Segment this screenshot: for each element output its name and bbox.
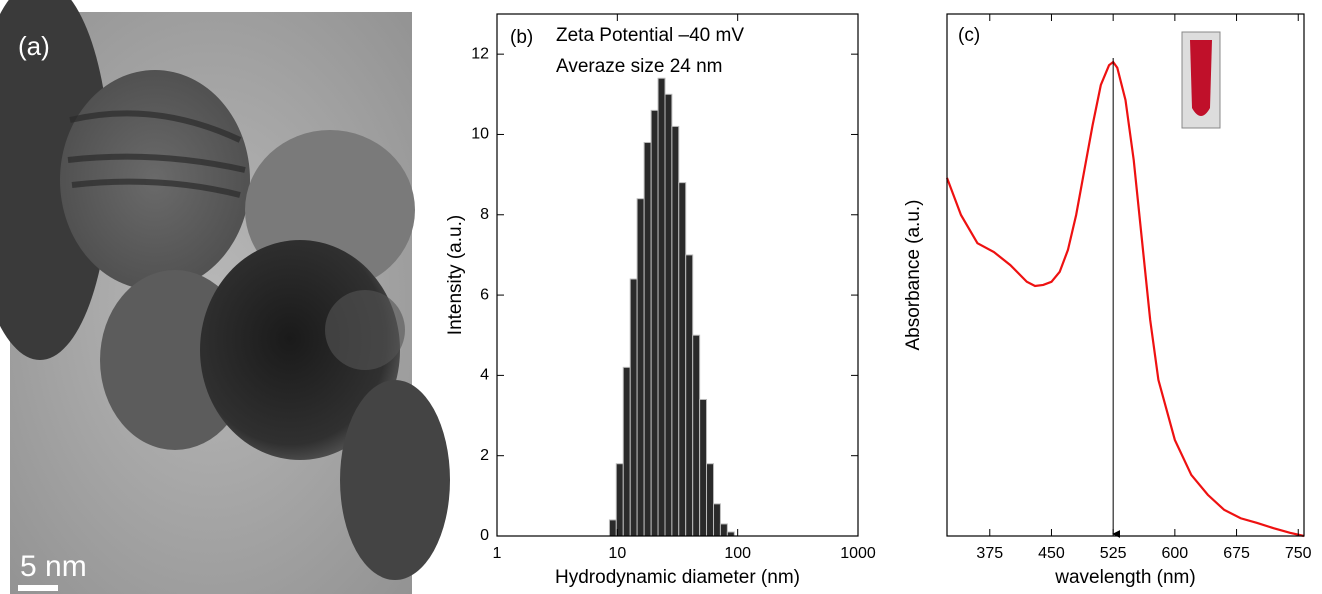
bar — [615, 463, 624, 537]
bar — [719, 523, 728, 537]
bar — [699, 398, 708, 537]
annotation: Averaze size 24 nm — [556, 56, 723, 77]
x-tick-label: 525 — [1100, 545, 1127, 562]
x-tick-label: 1000 — [840, 545, 876, 562]
x-tick-label: 450 — [1038, 545, 1065, 562]
bar — [706, 463, 715, 537]
annotation: Zeta Potential –40 mV — [556, 25, 744, 46]
x-tick-label: 750 — [1285, 545, 1312, 562]
x-tick-label: 100 — [724, 545, 751, 562]
x-axis-label: wavelength (nm) — [1054, 567, 1195, 588]
bar — [650, 109, 659, 537]
bar — [629, 278, 638, 537]
x-tick-label: 675 — [1223, 545, 1250, 562]
bar — [685, 254, 694, 537]
bar — [678, 182, 687, 537]
scale-bar-label: 5 nm — [20, 550, 87, 583]
y-tick-label: 2 — [480, 447, 489, 464]
bar — [608, 519, 617, 537]
bar — [671, 125, 680, 537]
y-axis-label: Intensity (a.u.) — [445, 215, 466, 335]
y-tick-label: 0 — [480, 527, 489, 544]
y-axis-label: Absorbance (a.u.) — [903, 199, 924, 350]
x-tick-label: 10 — [608, 545, 626, 562]
y-tick-label: 12 — [471, 45, 489, 62]
y-tick-label: 10 — [471, 126, 489, 143]
panel-label: (b) — [510, 27, 533, 48]
plot-frame — [496, 13, 859, 537]
x-tick-label: 600 — [1162, 545, 1189, 562]
bar — [622, 366, 631, 537]
bar — [636, 198, 645, 537]
bar — [713, 503, 721, 537]
line — [945, 60, 1305, 538]
bar — [657, 77, 666, 537]
tem-image: (a) 5 nm — [0, 0, 450, 594]
bar — [726, 531, 735, 537]
vial-inset — [1181, 31, 1221, 129]
panel-label: (a) — [18, 31, 50, 61]
x-tick-label: 375 — [976, 545, 1003, 562]
panel-label: (c) — [958, 25, 980, 46]
y-tick-label: 6 — [480, 286, 489, 303]
x-axis-label: Hydrodynamic diameter (nm) — [555, 567, 800, 588]
y-tick-label: 4 — [480, 367, 489, 384]
plot-frame — [946, 13, 1305, 537]
bar — [643, 141, 652, 537]
scale-bar — [18, 585, 58, 591]
bar — [692, 334, 701, 537]
x-tick-label: 1 — [493, 545, 502, 562]
bar — [664, 93, 673, 537]
y-tick-label: 8 — [480, 206, 489, 223]
